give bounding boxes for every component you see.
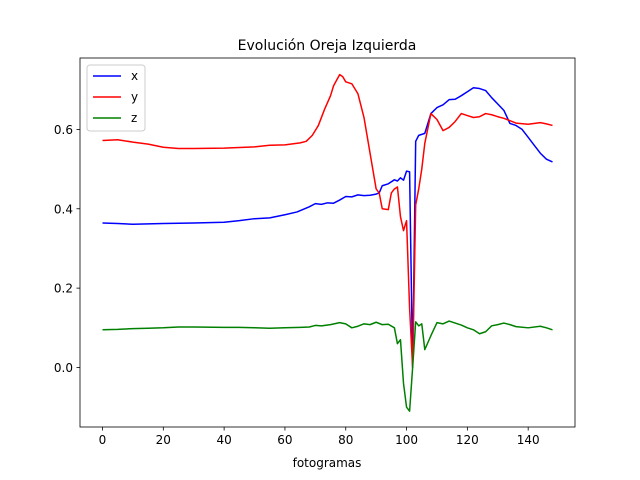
x-tick-label: 0 — [99, 433, 107, 447]
legend-box — [86, 64, 146, 132]
chart-title: Evolución Oreja Izquierda — [238, 38, 417, 54]
x-tick-label: 20 — [156, 433, 171, 447]
legend-label-y: y — [131, 90, 138, 104]
axes-frame — [79, 57, 576, 428]
x-tick-label: 120 — [456, 433, 479, 447]
x-tick-label: 40 — [216, 433, 231, 447]
y-tick-label: 0.0 — [54, 361, 73, 375]
legend-label-z: z — [131, 111, 137, 125]
plot-area: 0 20 40 60 80 100 120 140 0.0 0.2 0.4 0.6 xyz — [54, 57, 576, 447]
y-tick-label: 0.2 — [54, 282, 73, 296]
y-tick-label: 0.4 — [54, 202, 73, 216]
series-line-z — [102, 320, 553, 412]
x-tick-label: 60 — [277, 433, 292, 447]
x-axis-label: fotogramas — [293, 456, 362, 470]
series-line-x — [102, 87, 553, 369]
x-tick-label: 80 — [338, 433, 353, 447]
legend-label-x: x — [131, 69, 138, 83]
x-tick-label: 140 — [517, 433, 540, 447]
x-tick-label: 100 — [395, 433, 418, 447]
y-tick-label: 0.6 — [54, 123, 73, 137]
series-line-y — [102, 73, 553, 369]
